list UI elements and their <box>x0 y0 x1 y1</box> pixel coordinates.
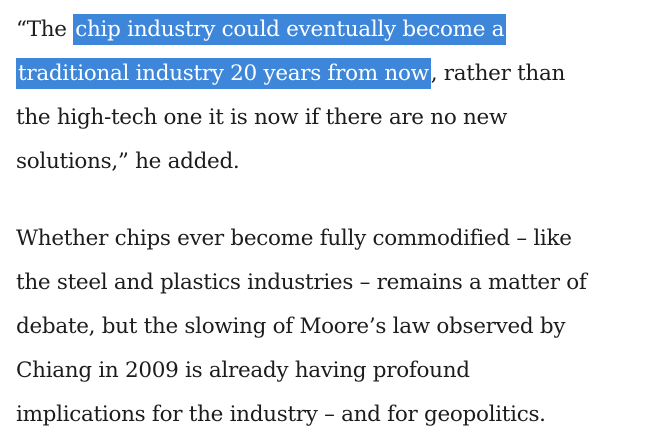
body-line-5: implications for the industry – and for … <box>16 402 546 427</box>
quote-line-2: traditional industry 20 years from now, … <box>16 52 646 96</box>
quote-line-1: “The chip industry could eventually beco… <box>16 8 646 52</box>
selected-text-highlight-1[interactable]: chip industry could eventually become a <box>73 14 507 45</box>
body-line-3: debate, but the slowing of Moore’s law o… <box>16 314 566 339</box>
selected-text-highlight-2[interactable]: traditional industry 20 years from now <box>16 58 431 89</box>
quote-line-2-rest: , rather than <box>430 61 566 86</box>
body-line-2: the steel and plastics industries – rema… <box>16 270 587 295</box>
quote-line-3: the high-tech one it is now if there are… <box>16 105 508 130</box>
article-body: “The chip industry could eventually beco… <box>16 8 646 437</box>
quote-line-4: solutions,” he added. <box>16 149 240 174</box>
body-paragraph: Whether chips ever become fully commodif… <box>16 217 646 437</box>
quote-open-text: “The <box>16 17 74 42</box>
body-line-4: Chiang in 2009 is already having profoun… <box>16 358 470 383</box>
quote-paragraph: “The chip industry could eventually beco… <box>16 8 646 184</box>
body-line-1: Whether chips ever become fully commodif… <box>16 226 572 251</box>
